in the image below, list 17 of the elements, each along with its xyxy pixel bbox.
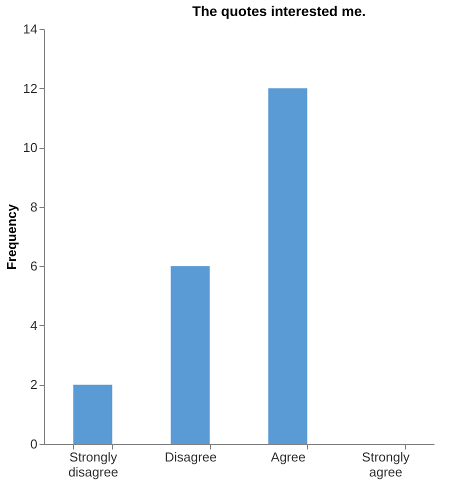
y-tick-label: 12: [23, 80, 38, 96]
x-tick-label: Strongly agree: [362, 450, 410, 480]
y-tick-label: 8: [30, 199, 38, 214]
bar: [170, 266, 210, 444]
chart-title: The quotes interested me.: [192, 3, 366, 19]
y-tick-label: 2: [30, 377, 38, 392]
bar: [268, 88, 308, 444]
y-tick-label: 14: [23, 22, 38, 36]
x-tick-label: Agree: [270, 450, 306, 464]
y-tick-label: 4: [30, 318, 38, 333]
y-tick-label: 6: [30, 258, 38, 274]
x-tick-label: Disagree: [164, 450, 217, 464]
y-tick-label: 0: [30, 436, 38, 452]
bar: [73, 384, 112, 444]
x-tick-label: Strongly disagree: [68, 450, 118, 480]
y-axis-title: Frequency: [4, 203, 20, 270]
y-tick-label: 10: [23, 140, 38, 156]
